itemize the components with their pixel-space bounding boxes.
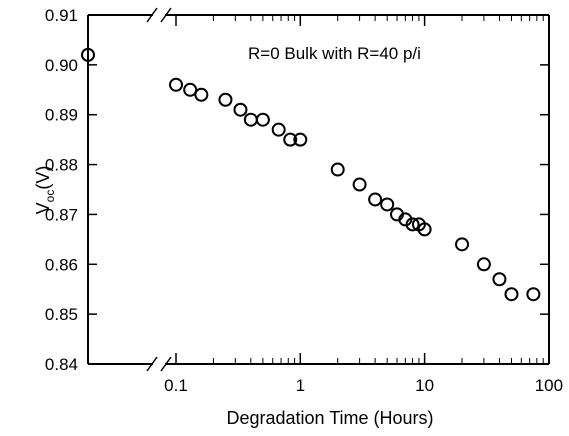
data-point bbox=[492, 272, 507, 287]
data-point bbox=[330, 162, 345, 177]
y-axis-label-unit: (V) bbox=[33, 166, 53, 190]
data-point bbox=[293, 132, 308, 147]
y-axis-label-main: V bbox=[33, 202, 53, 214]
svg-text:Voc(V): Voc(V) bbox=[33, 166, 57, 215]
data-point bbox=[352, 177, 367, 192]
y-tick-label: 0.86 bbox=[45, 255, 78, 274]
x-tick-label: 10 bbox=[415, 376, 434, 395]
x-tick-label: 100 bbox=[535, 376, 563, 395]
y-tick-label: 0.88 bbox=[45, 156, 78, 175]
data-point bbox=[271, 122, 286, 137]
y-axis-label: Voc(V) bbox=[33, 166, 57, 215]
data-point bbox=[255, 112, 270, 127]
data-point bbox=[169, 77, 183, 92]
y-tick-label: 0.85 bbox=[45, 305, 78, 324]
data-point bbox=[194, 87, 209, 102]
data-point bbox=[476, 257, 491, 272]
ticks: 0.84 0.85 0.86 0.87 0.88 0.89 0.90 0.91 0.1 1 10 10… bbox=[45, 6, 563, 395]
axis-break-mark-bottom-2 bbox=[160, 356, 172, 372]
y-tick-label: 0.89 bbox=[45, 106, 78, 125]
y-tick-label: 0.87 bbox=[45, 205, 78, 224]
data-points bbox=[81, 47, 541, 302]
chart-annotation: R=0 Bulk with R=40 p/i bbox=[248, 44, 421, 63]
data-point bbox=[380, 197, 395, 212]
data-point bbox=[526, 287, 541, 302]
axes bbox=[87, 7, 550, 372]
data-point bbox=[233, 102, 248, 117]
axis-break-mark-bottom-1 bbox=[146, 356, 158, 372]
axis-break-mark-top-2 bbox=[160, 7, 172, 23]
data-point bbox=[368, 192, 383, 207]
y-tick-label: 0.91 bbox=[45, 6, 78, 25]
data-point bbox=[405, 217, 420, 232]
data-point bbox=[283, 132, 298, 147]
axis-break-mark-top-1 bbox=[146, 7, 158, 23]
y-tick-label: 0.84 bbox=[45, 355, 78, 374]
data-point bbox=[417, 222, 432, 237]
y-axis-label-sub: oc bbox=[43, 190, 57, 203]
x-tick-label: 1 bbox=[296, 376, 305, 395]
x-axis-label: Degradation Time (Hours) bbox=[226, 408, 433, 428]
data-point bbox=[455, 237, 470, 252]
data-point bbox=[218, 92, 233, 107]
x-tick-label: 0.1 bbox=[164, 376, 188, 395]
y-tick-label: 0.90 bbox=[45, 56, 78, 75]
data-point bbox=[183, 82, 198, 97]
data-point bbox=[504, 287, 519, 302]
